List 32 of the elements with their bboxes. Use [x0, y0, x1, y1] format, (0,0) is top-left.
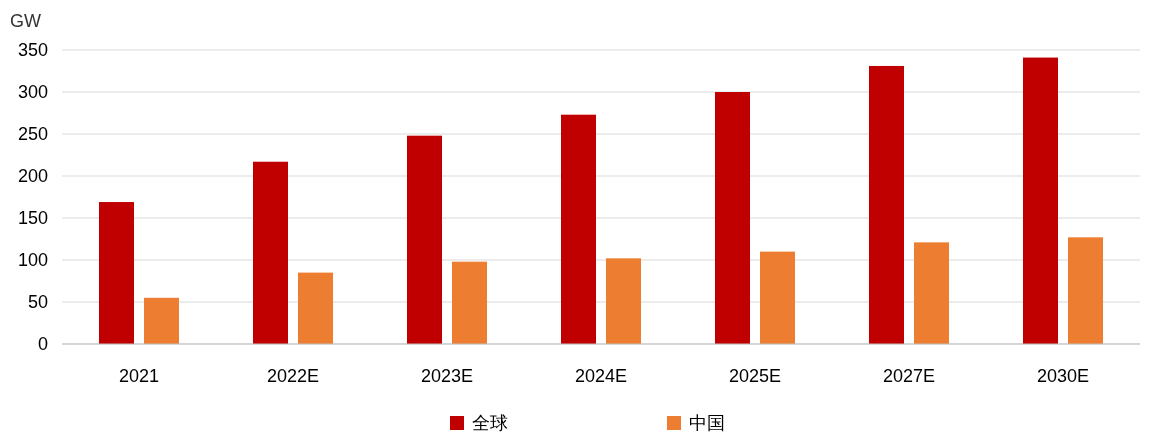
y-tick-label: 150 [17, 208, 48, 229]
bar [606, 258, 641, 344]
bar [298, 272, 333, 344]
y-tick-label: 200 [17, 166, 48, 187]
x-tick-label: 2023E [420, 366, 474, 386]
bar [869, 65, 904, 344]
bar [99, 202, 134, 344]
y-tick-label: 0 [37, 334, 48, 355]
x-tick-label: 2024E [574, 366, 628, 386]
bar [253, 161, 288, 344]
y-tick-label: 350 [17, 40, 48, 61]
y-tick-label: 300 [17, 82, 48, 103]
bar [1068, 237, 1103, 344]
legend-label: 中国 [689, 413, 725, 433]
bar [144, 297, 179, 344]
y-tick-label: 100 [17, 250, 48, 271]
bar [760, 251, 795, 344]
bar [914, 242, 949, 344]
x-tick-label: 2027E [882, 366, 936, 386]
y-axis-title: GW [10, 11, 41, 31]
bar [407, 135, 442, 344]
legend-label: 全球 [472, 413, 508, 433]
x-tick-label: 2025E [728, 366, 782, 386]
y-tick-label: 50 [27, 292, 48, 313]
x-tick-label: 2022E [266, 366, 320, 386]
bar [561, 114, 596, 344]
x-tick-label: 2021 [118, 366, 160, 386]
bar [1023, 57, 1058, 344]
bar [715, 92, 750, 344]
x-tick-label: 2030E [1036, 366, 1090, 386]
y-tick-label: 250 [17, 124, 48, 145]
bar [452, 261, 487, 344]
